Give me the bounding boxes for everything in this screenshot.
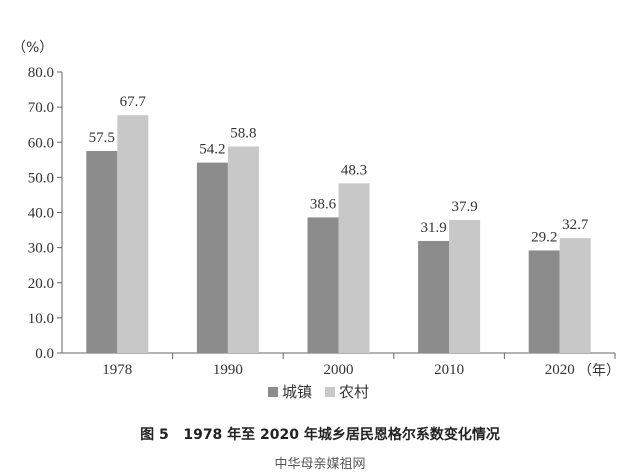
- data-label: 67.7: [120, 94, 147, 110]
- y-tick-label: 10.0: [28, 311, 54, 327]
- y-tick-label: 30.0: [28, 241, 54, 257]
- x-tick-label: 2020: [545, 362, 575, 378]
- x-tick-label: 1978: [102, 362, 132, 378]
- y-tick-label: 60.0: [28, 135, 54, 151]
- data-label: 31.9: [420, 220, 446, 236]
- x-tick-label: 2010: [434, 362, 464, 378]
- y-tick-label: 0.0: [35, 346, 54, 362]
- bar: [528, 250, 560, 353]
- bar: [227, 146, 259, 353]
- legend-label: 城镇: [282, 383, 312, 401]
- data-label: 48.3: [341, 162, 367, 178]
- x-tick-label: 1990: [213, 362, 243, 378]
- bar: [559, 238, 591, 353]
- chart-axes: 0.0 10.0 20.0 30.0 40.0 50.0 60.0 70.0 80.0 1978 1…: [28, 65, 616, 378]
- x-axis-unit-label: （年）: [578, 363, 620, 379]
- bar: [196, 162, 228, 353]
- bar: [307, 217, 339, 353]
- data-label: 29.2: [531, 229, 557, 245]
- legend-swatch: [268, 387, 278, 397]
- chart-value-labels: 57.5 67.7 54.2 58.8 38.6 48.3 31.9 37.9 29.2 32.7: [89, 94, 589, 245]
- data-label: 32.7: [562, 217, 589, 233]
- y-tick-label: 80.0: [28, 65, 54, 81]
- chart-legend: 城镇 农村: [268, 383, 369, 401]
- bar: [117, 115, 149, 353]
- data-label: 54.2: [199, 142, 225, 158]
- figure-caption: 图 5 1978 年至 2020 年城乡居民恩格尔系数变化情况: [140, 427, 500, 443]
- data-label: 58.8: [230, 125, 256, 141]
- chart-bars: [86, 115, 591, 353]
- y-axis-unit-label: （%）: [12, 40, 53, 56]
- bar: [338, 183, 370, 353]
- y-tick-label: 40.0: [28, 206, 54, 222]
- bar-chart: 0.0 10.0 20.0 30.0 40.0 50.0 60.0 70.0 80.0 1978 1…: [12, 40, 620, 401]
- bar: [449, 219, 481, 353]
- legend-swatch: [325, 387, 335, 397]
- x-tick-label: 2000: [324, 362, 354, 378]
- data-label: 38.6: [310, 196, 337, 212]
- data-label: 37.9: [451, 199, 477, 215]
- bar: [86, 151, 118, 353]
- y-tick-label: 20.0: [28, 276, 54, 292]
- watermark-text: 中华母亲媒祖网: [274, 457, 366, 472]
- bar: [418, 240, 450, 353]
- data-label: 57.5: [89, 130, 115, 146]
- legend-label: 农村: [339, 383, 369, 401]
- y-tick-label: 50.0: [28, 170, 54, 186]
- y-tick-label: 70.0: [28, 100, 54, 116]
